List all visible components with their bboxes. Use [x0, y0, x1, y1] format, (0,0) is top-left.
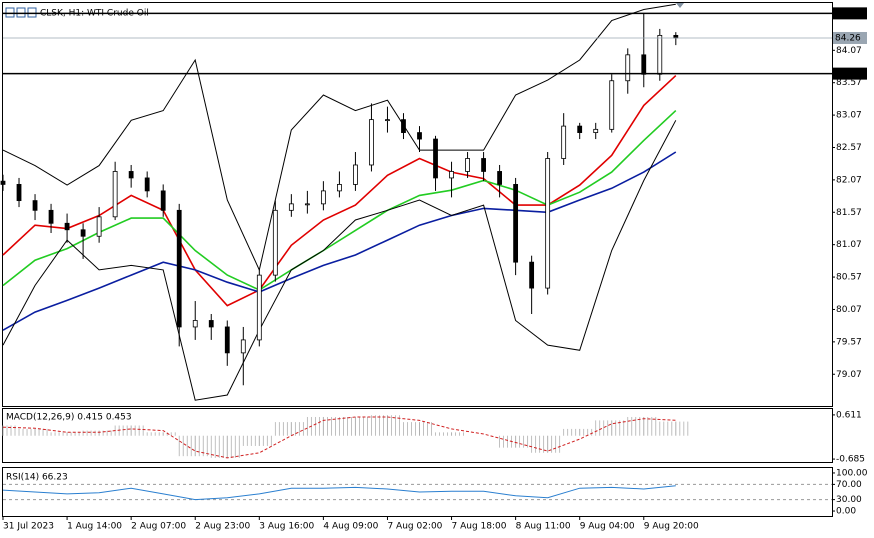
indicator-line — [2, 151, 677, 331]
y-tick-label: 82.57 — [836, 143, 862, 153]
x-tick-label: 4 Aug 09:00 — [323, 522, 378, 532]
y-tick-label: 80.07 — [836, 305, 862, 315]
candle-body — [577, 125, 583, 133]
rsi-panel — [2, 467, 833, 517]
candle-body — [96, 216, 102, 237]
candle-body — [48, 209, 54, 224]
candle-body — [112, 171, 118, 218]
candle-body — [593, 128, 599, 133]
candle-body — [64, 222, 70, 231]
y-tick-label: 84.07 — [836, 46, 862, 56]
candle-body — [128, 171, 134, 179]
price-box — [833, 31, 867, 44]
candle-body — [320, 190, 326, 205]
main-panel — [2, 2, 833, 407]
candle-body — [545, 158, 551, 289]
y-tick-label: 81.57 — [836, 208, 862, 218]
y-tick-label: -0.685 — [836, 455, 865, 465]
price-label: 84.26 — [835, 33, 861, 43]
candle-body — [144, 177, 150, 192]
candle-body — [16, 184, 22, 202]
candle-body — [657, 34, 663, 75]
level-label: 83.71 — [835, 69, 861, 79]
x-tick-label: 31 Jul 2023 — [3, 522, 54, 532]
candle-body — [513, 184, 519, 263]
level-box — [833, 7, 867, 20]
candle-body — [208, 320, 214, 328]
rsi-title: RSI(14) 66.23 — [6, 473, 68, 483]
candle-body — [529, 261, 535, 289]
candle-body — [401, 119, 406, 133]
level-label: 84.64 — [835, 9, 861, 19]
candle-body — [465, 158, 470, 172]
y-tick-label: 79.57 — [836, 337, 862, 347]
candle-body — [497, 171, 502, 185]
y-tick-label: 79.07 — [836, 370, 862, 380]
candle-body — [641, 54, 647, 75]
indicator-line — [2, 3, 676, 272]
candle-body — [449, 171, 454, 179]
y-tick-label: 82.07 — [836, 175, 862, 185]
shift-marker — [676, 3, 684, 8]
x-tick-label: 9 Aug 04:00 — [580, 522, 635, 532]
candle-body — [417, 132, 422, 140]
x-tick-label: 1 Aug 14:00 — [67, 522, 122, 532]
candle-body — [256, 274, 262, 341]
candle-body — [625, 54, 631, 82]
y-tick-label: 70.00 — [836, 480, 862, 490]
macd-title: MACD(12,26,9) 0.415 0.453 — [6, 413, 132, 423]
candle-body — [272, 209, 278, 276]
indicator-line — [2, 110, 677, 291]
y-tick-label: 81.07 — [836, 240, 862, 250]
y-tick-label: 30.00 — [836, 495, 862, 505]
level-box — [833, 67, 867, 80]
title-icons — [5, 7, 37, 18]
candle-body — [80, 229, 86, 237]
candle-body — [160, 190, 166, 211]
x-tick-label: 2 Aug 23:00 — [195, 522, 250, 532]
candle-body — [32, 200, 38, 211]
candle-body — [561, 125, 567, 159]
candle-body — [369, 119, 374, 166]
candle-body — [0, 180, 6, 185]
candle-body — [353, 164, 358, 185]
candle-body — [224, 326, 230, 354]
y-tick-label: 80.57 — [836, 273, 862, 283]
x-tick-label: 7 Aug 02:00 — [387, 522, 442, 532]
indicator-line — [2, 120, 677, 401]
candle-body — [176, 209, 182, 328]
x-tick-label: 8 Aug 11:00 — [516, 522, 571, 532]
x-tick-label: 3 Aug 16:00 — [259, 522, 314, 532]
rsi-line — [2, 485, 676, 501]
candle-body — [385, 119, 390, 122]
candle-body — [288, 203, 294, 211]
candle-body — [337, 184, 342, 192]
y-tick-label: 83.57 — [836, 78, 862, 88]
y-tick-label: 83.07 — [836, 111, 862, 121]
y-tick-label: 0.611 — [836, 410, 862, 420]
y-tick-label: 100.00 — [836, 468, 868, 478]
y-tick-label: 0.00 — [836, 507, 856, 517]
candle-body — [609, 80, 615, 130]
candle-body — [240, 339, 246, 354]
candle-body — [192, 320, 198, 328]
signal-line — [2, 416, 676, 459]
candle-body — [481, 158, 486, 172]
candle-body — [304, 203, 310, 206]
x-tick-label: 7 Aug 18:00 — [452, 522, 507, 532]
candle-body — [433, 138, 438, 179]
x-tick-label: 9 Aug 20:00 — [644, 522, 699, 532]
x-tick-label: 2 Aug 07:00 — [131, 522, 186, 532]
